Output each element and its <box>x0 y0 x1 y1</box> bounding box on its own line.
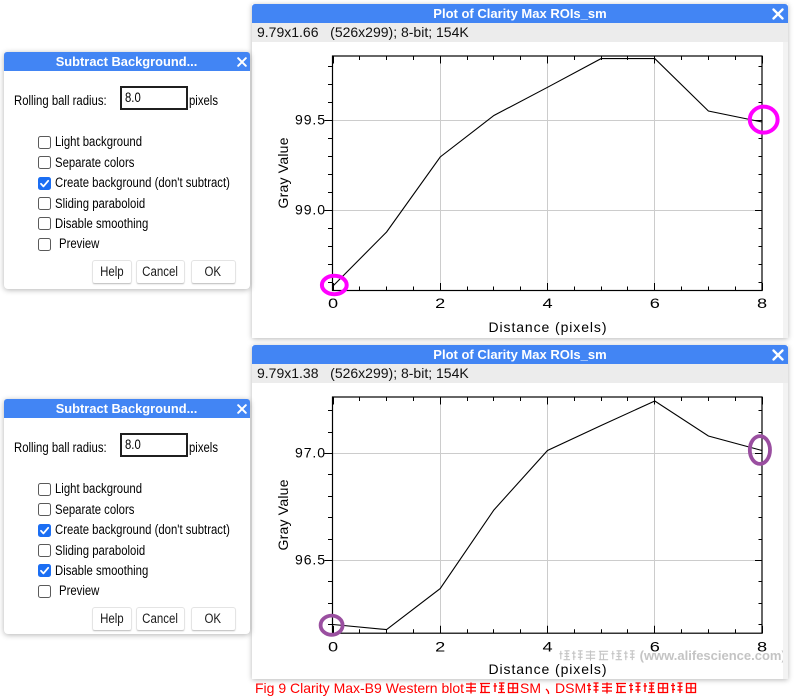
svg-text:6: 6 <box>650 296 660 312</box>
svg-text:Distance (pixels): Distance (pixels) <box>489 319 607 335</box>
svg-text:0: 0 <box>328 296 338 312</box>
svg-text:Distance (pixels): Distance (pixels) <box>489 661 607 677</box>
svg-text:96.5: 96.5 <box>295 552 325 568</box>
svg-text:97.0: 97.0 <box>295 445 325 461</box>
svg-text:99.0: 99.0 <box>295 202 325 218</box>
svg-text:2: 2 <box>435 296 445 312</box>
svg-text:4: 4 <box>542 639 552 655</box>
svg-text:8: 8 <box>757 639 767 655</box>
svg-text:0: 0 <box>328 639 338 655</box>
svg-text:Gray Value: Gray Value <box>275 137 291 208</box>
svg-text:99.5: 99.5 <box>295 112 325 128</box>
svg-text:8: 8 <box>757 296 767 312</box>
svg-text:6: 6 <box>650 639 660 655</box>
svg-text:2: 2 <box>435 639 445 655</box>
svg-text:4: 4 <box>542 296 552 312</box>
svg-text:Gray Value: Gray Value <box>275 479 291 550</box>
